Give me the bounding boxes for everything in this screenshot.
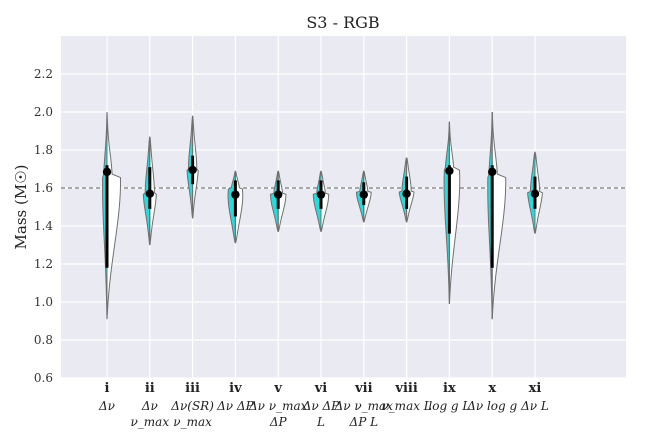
violin-right-half [406, 157, 415, 223]
x-category-label: v [273, 381, 282, 396]
y-tick-label: 2.2 [34, 67, 53, 81]
median-marker [188, 165, 197, 175]
chart-title: S3 - RGB [306, 13, 379, 32]
violin-right-half [277, 170, 287, 232]
x-category-sublabel: Δν [141, 399, 158, 413]
x-category-sublabel: Δν ν_max [248, 399, 308, 413]
x-category-sublabel-2: ΔP [269, 415, 288, 429]
y-tick-label: 1.0 [34, 295, 53, 309]
x-category-sublabel-2: ν_max [173, 415, 212, 429]
violin-left-half [312, 170, 322, 232]
median-marker [402, 189, 411, 198]
violin-left-half [398, 157, 408, 223]
violin-left-half [227, 170, 236, 244]
x-category-label: iv [229, 381, 242, 396]
median-marker [530, 189, 540, 198]
x-category-label: iii [185, 381, 200, 396]
y-tick-label: 0.6 [34, 371, 53, 385]
y-tick-label: 1.8 [34, 143, 53, 157]
violin-right-half [320, 170, 330, 232]
violin-right-half [106, 111, 122, 320]
median-marker [445, 166, 454, 176]
x-category-sublabel: Δν(SR) [170, 399, 214, 413]
median-marker [145, 189, 154, 198]
y-tick-label: 1.4 [34, 219, 53, 233]
x-category-sublabel: Δν ΔP [216, 399, 254, 413]
y-axis-label: Mass (M☉) [12, 165, 30, 250]
median-marker [274, 190, 283, 199]
y-tick-label: 1.6 [34, 181, 53, 195]
x-category-label: vii [354, 381, 372, 396]
violin-right-half [234, 170, 244, 244]
median-marker [488, 167, 497, 177]
violins [61, 111, 626, 320]
x-category-label: vi [314, 381, 328, 396]
y-tick-label: 2.0 [34, 105, 53, 119]
x-category-label: x [488, 381, 496, 396]
x-category-label: ii [145, 381, 155, 396]
violin-left-half [142, 136, 151, 246]
x-category-sublabel: Δν log g [466, 399, 517, 413]
median-marker [359, 190, 368, 199]
violin-left-half [269, 170, 279, 232]
y-tick-label: 0.8 [34, 333, 53, 347]
violin-right-half [491, 111, 507, 320]
x-category-sublabel: Δν ΔP [302, 399, 340, 413]
violin-right-half [448, 121, 461, 304]
violin-right-half [149, 136, 157, 246]
median-marker [316, 190, 326, 199]
x-category-sublabel-2: ΔP L [349, 415, 379, 429]
x-category-label: viii [394, 381, 417, 396]
axes: 0.6 0.8 1.0 1.2 1.4 1.6 1.8 2.0 2.2 i Δν ii Δν ν_max i… [34, 67, 549, 429]
median-marker [102, 167, 112, 177]
x-category-sublabel-2: ν_max [130, 415, 169, 429]
x-category-sublabel: Δν L [520, 399, 549, 413]
x-category-label: ix [443, 381, 456, 396]
x-category-sublabel: ν_max L [381, 399, 431, 413]
x-category-sublabel: Δν [98, 399, 115, 413]
x-category-sublabel: Δν ν_max [334, 399, 394, 413]
median-marker [231, 190, 240, 199]
y-tick-label: 1.2 [34, 257, 53, 271]
x-category-sublabel-2: L [316, 415, 325, 429]
x-category-label: xi [529, 381, 542, 396]
x-category-sublabel: log g L [428, 399, 470, 413]
x-category-label: i [105, 381, 110, 396]
